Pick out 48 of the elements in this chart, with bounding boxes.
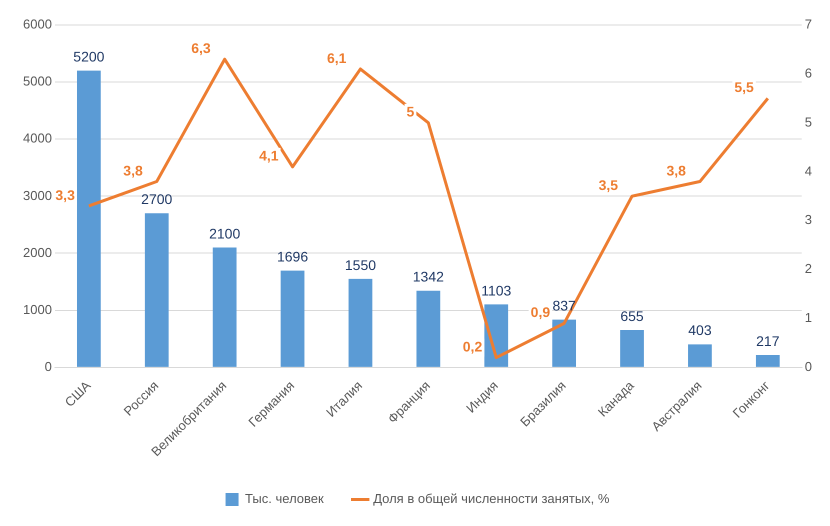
legend-label: Тыс. человек	[245, 491, 324, 506]
y-tick-label: 0	[44, 358, 52, 374]
y2-tick-label: 5	[804, 114, 812, 130]
y2-tick-label: 2	[804, 261, 812, 276]
data-label: 6,3	[191, 40, 211, 56]
y-tick-label: 6000	[23, 16, 52, 32]
data-label: 2100	[209, 225, 240, 242]
bar	[76, 70, 101, 367]
data-label: 3,8	[666, 162, 686, 178]
data-label: 1696	[276, 248, 308, 264]
data-label: 0,9	[530, 304, 550, 320]
y2-tick-label: 1	[804, 310, 812, 326]
bar	[348, 278, 372, 367]
data-label: 1103	[481, 282, 512, 298]
data-label: 1550	[344, 256, 376, 273]
y-tick-label: 4000	[23, 130, 52, 146]
data-label: 3,3	[55, 186, 76, 203]
data-label: 4,1	[259, 148, 279, 164]
data-label: 5,5	[734, 79, 754, 96]
data-label: 403	[688, 322, 712, 338]
legend-label: Доля в общей численности занятых, %	[373, 491, 610, 506]
y2-tick-label: 3	[804, 212, 812, 228]
bar	[416, 290, 440, 367]
y-tick-label: 1000	[23, 302, 52, 317]
data-label: 6,1	[326, 50, 347, 66]
data-label: 5	[406, 104, 415, 120]
y-tick-label: 2000	[23, 244, 52, 260]
bar	[756, 354, 780, 367]
y2-tick-label: 7	[804, 16, 812, 32]
bar	[688, 344, 712, 367]
data-label: 3,8	[123, 162, 143, 178]
bar	[280, 270, 304, 367]
data-label: 5200	[73, 48, 105, 65]
data-label: 0,2	[462, 338, 482, 354]
bar	[552, 320, 576, 367]
y-tick-label: 3000	[23, 188, 52, 203]
data-label: 3,5	[598, 177, 618, 194]
y2-tick-label: 4	[804, 163, 812, 178]
bar	[144, 213, 169, 367]
data-label: 1342	[412, 268, 444, 285]
y-tick-label: 5000	[23, 74, 52, 89]
y2-tick-label: 6	[804, 65, 812, 80]
data-label: 217	[756, 332, 780, 349]
data-label: 655	[620, 308, 644, 324]
y2-tick-label: 0	[804, 358, 812, 374]
bar	[212, 248, 237, 367]
data-label: 2700	[141, 191, 173, 208]
bar	[620, 330, 644, 367]
